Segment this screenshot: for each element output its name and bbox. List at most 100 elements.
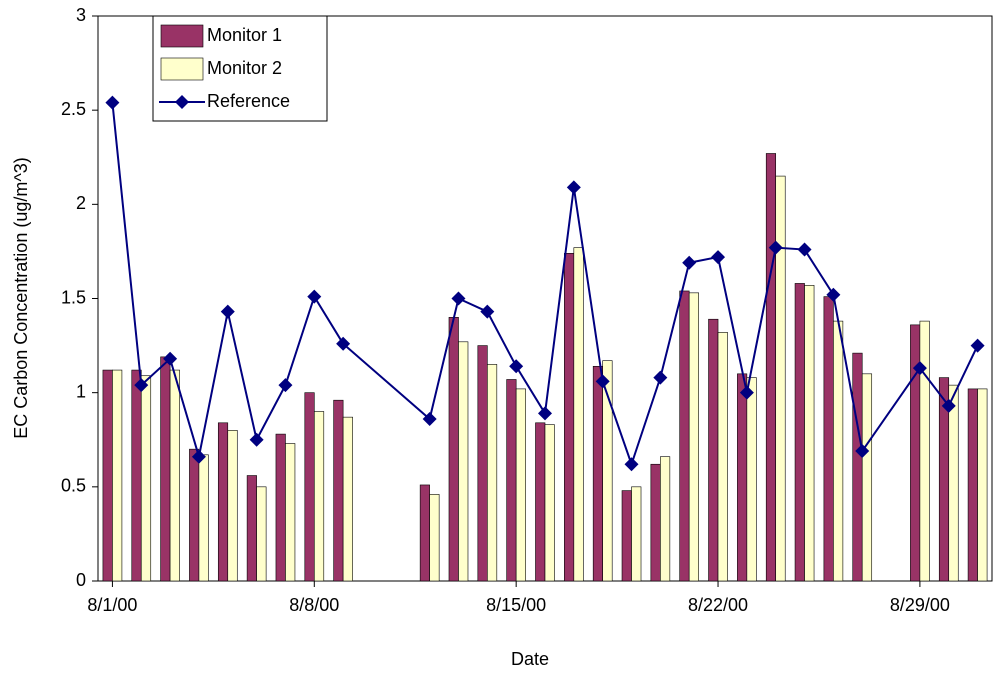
- bar: [737, 373, 748, 582]
- bar: [535, 422, 546, 582]
- legend-label: Monitor 1: [207, 25, 282, 45]
- marker: [941, 398, 956, 413]
- bar: [246, 475, 257, 582]
- marker: [480, 304, 495, 319]
- bar: [342, 416, 353, 582]
- x-axis-label: Date: [511, 649, 549, 669]
- y-tick-label: 3: [76, 5, 86, 25]
- bar: [169, 369, 180, 582]
- bar: [852, 352, 863, 582]
- bar: [275, 433, 286, 582]
- bar: [506, 379, 517, 582]
- marker: [912, 361, 927, 376]
- marker: [797, 242, 812, 257]
- marker: [220, 304, 235, 319]
- marker: [566, 180, 581, 195]
- y-tick-label: 2.5: [61, 99, 86, 119]
- x-tick-label: 8/15/00: [486, 595, 546, 615]
- bar: [102, 369, 113, 582]
- bar: [967, 388, 978, 582]
- y-tick-label: 1.5: [61, 287, 86, 307]
- marker: [826, 287, 841, 302]
- marker: [105, 95, 120, 110]
- line: [111, 102, 979, 468]
- bar: [198, 454, 209, 582]
- bar: [977, 388, 988, 582]
- marker: [163, 351, 178, 366]
- marker: [595, 374, 610, 389]
- bar: [487, 364, 498, 582]
- bar: [477, 345, 488, 582]
- marker: [711, 250, 726, 265]
- bar: [592, 365, 603, 582]
- bar: [189, 448, 200, 582]
- legend-label: Monitor 2: [207, 58, 282, 78]
- marker: [134, 378, 149, 393]
- bar: [823, 296, 834, 582]
- bar: [621, 490, 632, 582]
- bar: [544, 424, 555, 582]
- bar: [794, 283, 805, 582]
- bar: [564, 253, 575, 582]
- bar: [140, 375, 152, 582]
- bar: [227, 430, 238, 582]
- bar: [160, 356, 171, 582]
- marker: [538, 406, 552, 421]
- bar: [602, 360, 613, 582]
- bar: [304, 392, 315, 582]
- legend-marker: [175, 95, 189, 109]
- legend-swatch: [160, 24, 204, 48]
- bar: [708, 318, 719, 582]
- marker: [509, 359, 524, 374]
- y-tick-label: 0.5: [61, 476, 86, 496]
- y-tick-label: 1: [76, 381, 86, 401]
- bar: [313, 411, 325, 582]
- bar: [833, 320, 844, 582]
- y-axis-label: EC Carbon Concentration (ug/m^3): [11, 157, 31, 439]
- bar: [765, 153, 777, 582]
- marker: [624, 457, 639, 472]
- marker: [768, 240, 783, 255]
- bar: [660, 456, 671, 582]
- marker: [191, 449, 206, 464]
- bar: [919, 320, 930, 582]
- bar: [650, 463, 661, 582]
- bar: [631, 486, 642, 582]
- marker: [855, 444, 870, 459]
- x-tick-label: 8/1/00: [87, 595, 137, 615]
- y-tick-label: 2: [76, 193, 86, 213]
- marker: [336, 336, 351, 351]
- bar: [746, 377, 757, 582]
- bar: [861, 373, 873, 582]
- bar: [717, 332, 728, 582]
- y-tick-label: 0: [76, 570, 86, 590]
- marker: [653, 370, 668, 385]
- marker: [739, 385, 754, 400]
- legend-label: Reference: [207, 91, 290, 111]
- marker: [682, 255, 697, 270]
- x-tick-label: 8/22/00: [688, 595, 748, 615]
- bar: [333, 399, 344, 582]
- bar: [573, 247, 584, 582]
- bar: [217, 422, 229, 582]
- bar: [775, 175, 786, 582]
- marker: [451, 291, 466, 306]
- bar: [688, 292, 699, 582]
- marker: [422, 412, 437, 427]
- bar: [419, 484, 430, 582]
- bar: [448, 317, 459, 582]
- x-tick-label: 8/29/00: [890, 595, 950, 615]
- marker: [970, 338, 985, 353]
- marker: [249, 432, 264, 447]
- bar: [256, 486, 267, 582]
- legend-swatch: [160, 57, 204, 81]
- bar: [112, 369, 123, 582]
- bar: [679, 290, 690, 582]
- bar: [948, 384, 959, 582]
- bar: [131, 369, 142, 582]
- bar: [285, 443, 296, 582]
- marker: [307, 289, 322, 304]
- bar: [515, 388, 526, 582]
- bar: [429, 494, 440, 582]
